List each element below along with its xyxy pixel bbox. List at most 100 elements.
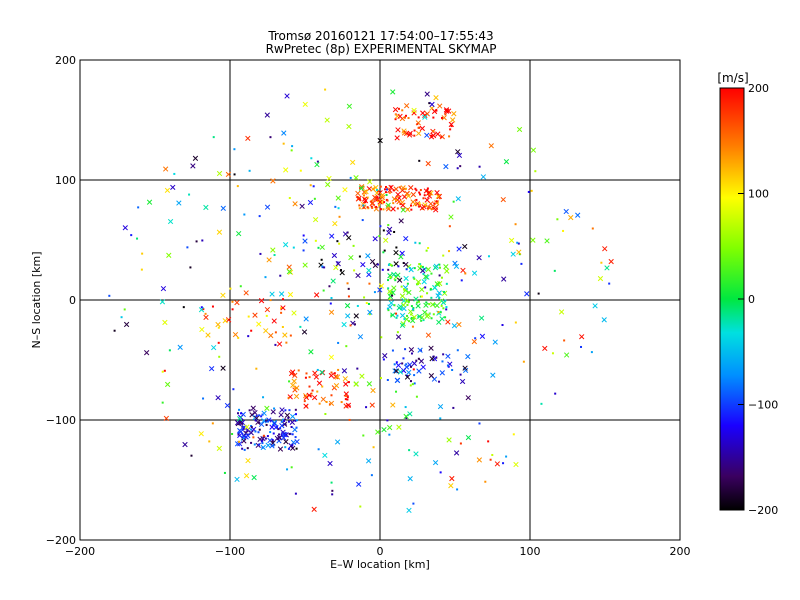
data-point-dot [415,198,418,201]
data-point-dot [435,356,438,359]
data-point-x [357,334,364,340]
data-point-x [425,332,432,338]
data-point-x [328,400,335,407]
data-point-x [198,307,205,313]
data-point-dot [421,265,424,268]
data-point-x [394,377,400,383]
data-point-x [544,238,550,244]
data-point-dot [379,225,382,228]
data-point-dot [359,505,362,508]
data-point-x [602,246,608,252]
data-point-dot [478,165,481,168]
data-point-dot [396,331,399,334]
data-point-dot [287,396,290,399]
data-point-dot [410,305,413,308]
data-point-dot [407,300,410,303]
data-point-dot [286,468,289,471]
data-point-dot [389,263,392,266]
data-point-dot [250,428,253,431]
data-point-dot [436,201,439,204]
data-point-x [424,274,430,280]
data-point-dot [273,254,276,257]
data-point-x [500,196,506,203]
data-point-dot [600,261,603,264]
data-point-dot [433,202,436,205]
data-point-dot [383,249,386,252]
data-point-x [324,117,330,123]
data-point-dot [211,305,214,308]
data-point-dot [502,462,505,465]
data-point-dot [413,374,416,377]
data-point-dot [438,263,441,266]
grid-lines [80,60,680,540]
y-tick-label: −100 [46,414,76,427]
data-point-dot [324,88,327,91]
data-point-dot [309,184,312,187]
data-point-x [439,370,445,376]
data-point-x [530,147,537,153]
data-point-x [251,474,257,481]
data-point-dot [422,197,425,200]
data-point-x [268,332,274,339]
data-point-dot [429,193,432,196]
data-point-x [167,218,174,225]
data-point-dot [393,304,396,307]
data-point-dot [316,368,319,371]
data-point-x [263,328,269,334]
data-point-x [270,247,276,253]
data-point-dot [422,319,425,322]
data-point-dot [278,433,281,436]
data-point-x [397,369,404,375]
y-tick-label: 100 [55,174,76,187]
data-point-dot [257,431,260,434]
data-point-x [205,332,211,338]
data-point-x [396,277,403,283]
data-point-dot [380,336,383,339]
data-point-x [258,298,265,304]
data-point-x [424,91,430,97]
data-point-dot [396,314,399,317]
data-point-dot [382,358,385,361]
data-point-dot [438,274,441,277]
data-point-x [353,175,359,181]
data-point-x [277,446,284,452]
data-point-dot [372,446,375,449]
data-point-x [279,407,285,413]
data-point-dot [400,285,403,288]
data-point-x [232,331,239,338]
data-point-dot [352,244,355,247]
data-point-x [385,202,391,208]
data-point-dot [349,324,352,327]
data-point-dot [430,272,433,275]
data-point-dot [190,454,193,457]
data-point-x [216,445,222,452]
data-point-dot [280,434,283,437]
data-point-x [358,185,365,191]
data-point-x [236,230,242,237]
data-point-dot [438,380,441,383]
data-point-x [429,101,435,108]
data-point-dot [417,315,420,318]
data-point-dot [534,170,537,173]
data-point-x [400,321,406,327]
x-tick-label: −200 [65,545,95,558]
data-point-x [397,113,403,120]
data-point-x [198,431,204,437]
data-point-dot [258,443,261,446]
data-point-dot [424,286,427,289]
data-point-x [400,367,407,374]
data-point-dot [208,440,211,443]
data-point-x [428,134,435,140]
data-point-x [293,393,300,400]
data-point-dot [401,109,404,112]
data-point-dot [276,426,279,429]
data-point-dot [363,296,366,299]
data-point-x [243,434,249,440]
data-point-x [471,338,477,345]
data-point-dot [446,364,449,367]
data-point-dot [238,408,241,411]
data-point-x [401,130,408,136]
data-point-x [456,321,462,328]
data-point-dot [437,310,440,313]
data-point-dot [419,295,422,298]
